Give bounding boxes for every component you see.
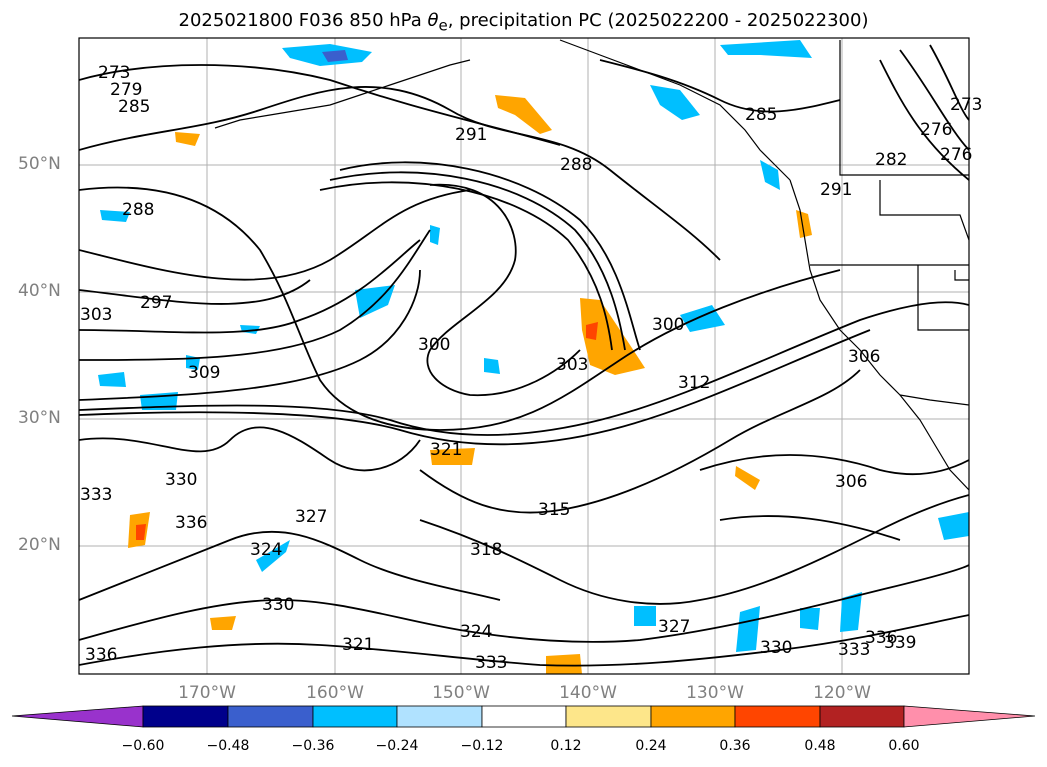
colorbar-tick: 0.48 bbox=[804, 738, 836, 754]
contour-label: 276 bbox=[940, 145, 972, 165]
contour-label: 336 bbox=[85, 645, 117, 665]
colorbar-tick: 0.12 bbox=[550, 738, 582, 754]
map-frame bbox=[78, 37, 970, 675]
contour-label: 324 bbox=[460, 622, 492, 642]
contour-label: 303 bbox=[80, 305, 112, 325]
coastlines bbox=[214, 39, 969, 491]
contour-label: 330 bbox=[760, 638, 792, 658]
contour-label: 282 bbox=[875, 150, 907, 170]
colorbar-tick: 0.24 bbox=[635, 738, 667, 754]
lon-label-120w: 120°W bbox=[813, 683, 871, 703]
contour-label: 333 bbox=[838, 640, 870, 660]
colorbar-tick: −0.48 bbox=[206, 738, 250, 754]
contour-label: 321 bbox=[430, 440, 462, 460]
contour-label: 306 bbox=[848, 347, 880, 367]
contour-label: 336 bbox=[175, 513, 207, 533]
colorbar-tick: −0.36 bbox=[291, 738, 335, 754]
contour-label: 285 bbox=[745, 105, 777, 125]
precipitation-shading bbox=[98, 40, 969, 674]
contour-label: 309 bbox=[188, 363, 220, 383]
contour-label: 303 bbox=[556, 355, 588, 375]
colorbar-tick: −0.60 bbox=[121, 738, 165, 754]
contour-label: 333 bbox=[80, 485, 112, 505]
contour-label: 273 bbox=[98, 63, 130, 83]
graticule bbox=[79, 38, 969, 674]
colorbar bbox=[11, 705, 1036, 728]
colorbar-tick: −0.24 bbox=[375, 738, 419, 754]
colorbar-tick: −0.12 bbox=[460, 738, 504, 754]
colorbar-tick: 0.60 bbox=[888, 738, 920, 754]
lon-label-140w: 140°W bbox=[559, 683, 617, 703]
contour-label: 279 bbox=[110, 80, 142, 100]
contour-label: 276 bbox=[920, 120, 952, 140]
contour-label: 327 bbox=[295, 507, 327, 527]
contour-label: 321 bbox=[342, 635, 374, 655]
contour-label: 312 bbox=[678, 373, 710, 393]
contour-label: 339 bbox=[884, 633, 916, 653]
map-title: 2025021800 F036 850 hPa θe, precipitatio… bbox=[178, 10, 869, 35]
lon-label-150w: 150°W bbox=[432, 683, 490, 703]
contour-label: 297 bbox=[140, 293, 172, 313]
contour-label: 291 bbox=[455, 125, 487, 145]
colorbar-extend-max bbox=[903, 705, 1036, 728]
contour-label: 318 bbox=[470, 540, 502, 560]
lat-label-50n: 50°N bbox=[18, 154, 61, 174]
contour-labels: 273 279 285 288 291 288 285 282 276 273 … bbox=[80, 63, 982, 673]
contour-label: 306 bbox=[835, 472, 867, 492]
lat-label-30n: 30°N bbox=[18, 408, 61, 428]
contour-label: 300 bbox=[652, 315, 684, 335]
contour-label: 285 bbox=[118, 97, 150, 117]
lon-label-170w: 170°W bbox=[178, 683, 236, 703]
contour-label: 327 bbox=[658, 617, 690, 637]
lon-label-130w: 130°W bbox=[686, 683, 744, 703]
theta-e-contours bbox=[79, 44, 969, 667]
colorbar-extend-min bbox=[11, 705, 144, 728]
contour-label: 324 bbox=[250, 540, 282, 560]
contour-label: 333 bbox=[475, 653, 507, 673]
contour-label: 273 bbox=[950, 95, 982, 115]
contour-label: 330 bbox=[165, 470, 197, 490]
contour-label: 315 bbox=[538, 500, 570, 520]
lat-label-20n: 20°N bbox=[18, 535, 61, 555]
lat-label-40n: 40°N bbox=[18, 281, 61, 301]
contour-label: 336 bbox=[865, 628, 897, 648]
contour-label: 288 bbox=[560, 155, 592, 175]
contour-label: 330 bbox=[262, 595, 294, 615]
contour-label: 300 bbox=[418, 335, 450, 355]
colorbar-tick: 0.36 bbox=[719, 738, 751, 754]
contour-label: 291 bbox=[820, 180, 852, 200]
contour-label: 288 bbox=[122, 200, 154, 220]
lon-label-160w: 160°W bbox=[306, 683, 364, 703]
